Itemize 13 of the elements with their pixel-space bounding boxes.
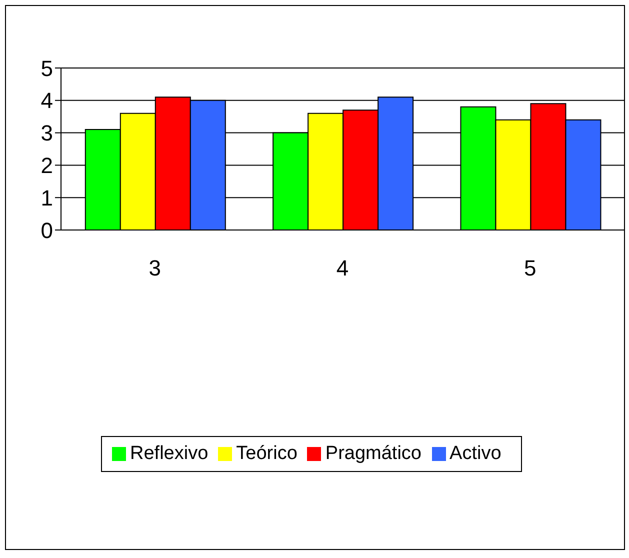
- x-tick-label: 5: [524, 256, 536, 281]
- y-tick-label: 3: [40, 120, 53, 146]
- y-tick-label: 4: [40, 88, 53, 114]
- legend-label: Pragmático: [325, 443, 422, 464]
- y-tick-label: 1: [40, 185, 53, 210]
- legend-label: Activo: [450, 443, 502, 464]
- y-tick-label: 5: [40, 56, 53, 81]
- legend-label: Teórico: [236, 443, 298, 464]
- y-tick-label: 0: [40, 218, 53, 243]
- y-tick-label: 2: [40, 153, 53, 178]
- legend-label: Reflexivo: [130, 443, 208, 464]
- x-tick-label: 4: [336, 256, 349, 281]
- x-tick-label: 3: [148, 256, 161, 281]
